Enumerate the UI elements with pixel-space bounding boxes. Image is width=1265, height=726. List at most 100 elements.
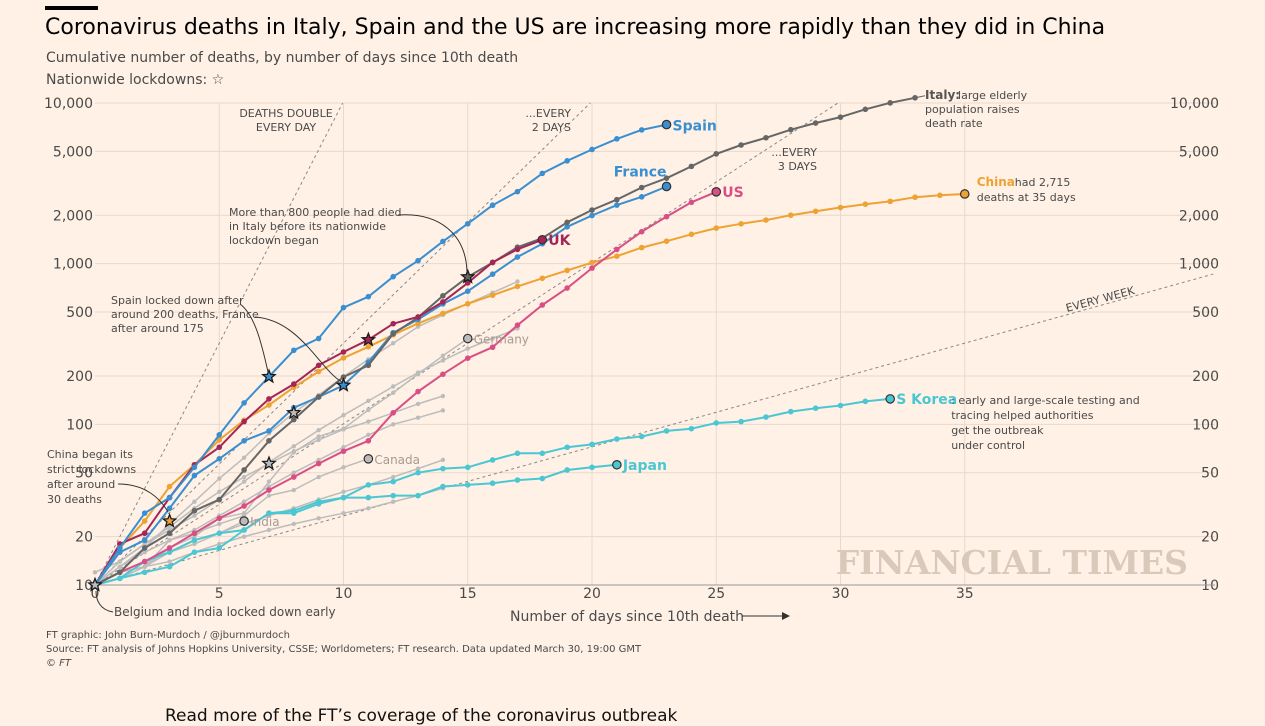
data-point-s-korea	[539, 450, 546, 457]
data-point-other-d	[391, 474, 396, 480]
label-china: China	[977, 175, 1015, 189]
lockdown-legend-label: Nationwide lockdowns:	[46, 72, 208, 88]
data-point-spain	[291, 347, 297, 354]
data-point-china	[440, 310, 446, 317]
label-china-note: had 2,715	[1015, 176, 1071, 189]
data-point-other-f	[241, 474, 247, 480]
data-point-s-korea	[166, 563, 173, 570]
label-italy-note: population raises	[925, 103, 1020, 116]
label-germany: Germany	[474, 333, 529, 347]
label-uk: UK	[548, 233, 571, 249]
guide-label-week: EVERY WEEK	[1064, 284, 1136, 315]
data-point-other-b	[465, 346, 470, 351]
y-tick-label-right: 500	[1192, 305, 1219, 321]
data-point-s-korea	[763, 414, 769, 420]
y-tick-label-left: 20	[75, 530, 93, 546]
data-point-spain	[464, 220, 471, 227]
data-point-us	[614, 246, 620, 253]
data-point-spain	[191, 464, 198, 471]
label-korea-note: tracing helped authorities	[951, 409, 1094, 422]
data-point-uk	[241, 418, 247, 425]
data-point-other-a	[241, 455, 247, 460]
data-point-spain	[141, 510, 148, 516]
lockdown-star-china	[161, 512, 178, 528]
data-point-china	[539, 275, 546, 282]
data-point-japan	[464, 482, 471, 488]
data-point-s-korea	[638, 433, 645, 440]
lockdown-star-belgium	[87, 576, 103, 592]
series-end-marker	[462, 333, 473, 344]
data-point-us	[464, 355, 471, 361]
data-point-us	[688, 199, 695, 206]
x-tick-label: 35	[956, 586, 974, 602]
data-point-s-korea	[489, 457, 496, 463]
data-point-china	[638, 244, 645, 251]
data-point-us	[539, 302, 546, 308]
series-line-s-korea	[94, 397, 891, 586]
data-point-japan	[539, 475, 546, 482]
ft-watermark: FINANCIAL TIMES	[836, 543, 1188, 582]
data-point-s-korea	[589, 441, 595, 448]
data-point-uk	[315, 362, 322, 369]
data-point-s-korea	[738, 418, 744, 425]
data-point-china	[589, 259, 595, 266]
data-point-japan	[440, 483, 446, 490]
data-point-canada	[341, 465, 346, 470]
data-point-s-korea	[614, 436, 620, 442]
x-tick-label: 25	[707, 586, 725, 602]
data-point-china	[514, 283, 521, 290]
data-point-us	[241, 503, 247, 509]
label-korea-note: : early and large-scale testing and	[951, 394, 1139, 407]
series-end-marker	[959, 189, 970, 199]
y-tick-label-left: 10	[75, 578, 93, 594]
data-point-us	[638, 228, 645, 235]
data-point-france	[514, 254, 521, 260]
data-point-us	[166, 545, 173, 551]
data-point-other-f	[440, 393, 446, 399]
label-india: India	[250, 515, 279, 529]
data-point-italy	[688, 163, 695, 170]
series-line-japan	[94, 463, 617, 586]
data-point-other-b	[192, 513, 197, 518]
series-end-marker	[711, 187, 722, 197]
data-point-france	[141, 537, 148, 544]
data-point-other-c	[167, 538, 172, 543]
data-point-japan	[266, 510, 272, 516]
annotation-china-lockdown: strict lockdowns	[47, 463, 136, 476]
data-point-other-a	[217, 476, 222, 481]
title-accent-bar	[45, 6, 98, 10]
lockdown-star-india	[261, 455, 277, 471]
series-end-marker	[661, 119, 672, 130]
data-point-germany	[316, 434, 321, 439]
data-point-other-e	[391, 499, 396, 504]
data-point-spain	[390, 273, 397, 280]
data-point-japan	[489, 480, 496, 487]
data-point-italy	[614, 196, 620, 203]
data-point-us	[514, 322, 521, 329]
data-point-other-e	[266, 527, 272, 533]
data-point-japan	[117, 575, 123, 582]
data-point-us	[663, 213, 670, 220]
label-italy-note: large elderly	[958, 89, 1028, 102]
annotation-italy-lockdown: in Italy before its nationwide	[229, 220, 386, 233]
data-point-other-f	[92, 570, 98, 575]
read-more-link[interactable]: Read more of the FT’s coverage of the co…	[165, 706, 678, 726]
data-point-other-c	[142, 550, 147, 555]
annotation-spain-lockdown: around 200 deaths, France	[111, 308, 259, 321]
data-point-s-korea	[688, 425, 695, 432]
y-tick-label-right: 5,000	[1179, 144, 1219, 160]
data-point-china	[340, 355, 347, 361]
x-axis-arrow-head	[782, 612, 790, 620]
data-point-other-d	[192, 541, 197, 547]
series-line-spain	[94, 123, 667, 586]
data-point-s-korea	[713, 420, 720, 426]
annotation-france-connector	[254, 316, 343, 383]
x-tick-label: 10	[335, 586, 353, 602]
series-end-marker	[239, 516, 249, 526]
data-point-other-b	[440, 358, 446, 363]
series-end-marker	[363, 454, 374, 464]
data-point-s-korea	[564, 444, 570, 451]
data-point-canada	[217, 521, 222, 527]
label-korea-note: under control	[951, 439, 1025, 452]
